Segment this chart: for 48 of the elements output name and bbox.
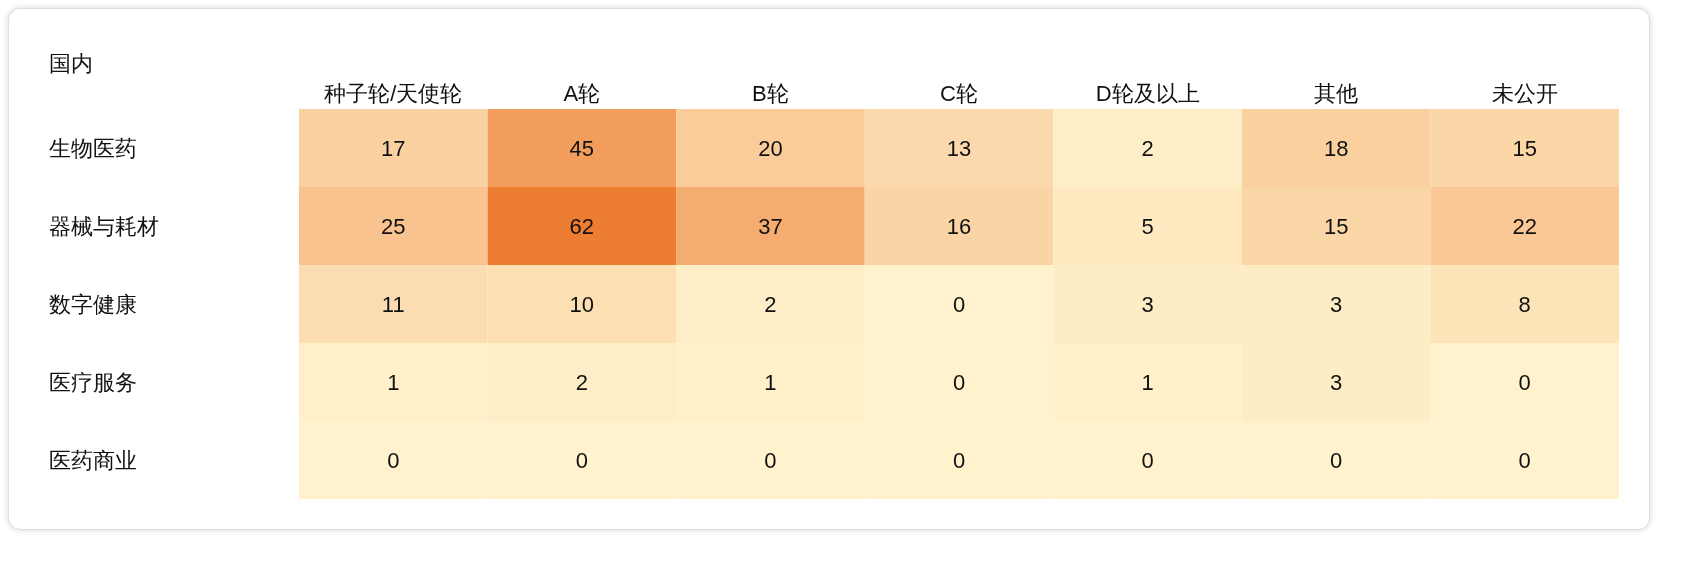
data-label: 15 [1323,213,1349,239]
data-label: 0 [1330,447,1343,473]
data-label: 20 [758,135,783,161]
data-label: 1 [764,369,777,395]
x-tick-label: 其他 [1314,81,1359,106]
data-label: 2 [1141,135,1154,161]
data-label: 8 [1518,291,1531,317]
y-tick-label: 医药商业 [49,447,137,473]
data-label: 0 [387,447,400,473]
data-label: 0 [1518,369,1531,395]
data-label: 45 [569,135,595,161]
y-tick-label: 生物医药 [49,135,137,161]
text: 国内 [49,50,93,78]
data-label: 0 [1518,447,1531,473]
x-tick-label: 未公开 [1491,81,1558,106]
x-tick-label: C轮 [940,81,978,106]
data-label: 0 [952,291,966,317]
data-label: 62 [569,213,595,239]
y-tick-label: 医疗服务 [49,369,137,395]
data-label: 0 [764,447,777,473]
data-label: 1 [387,369,400,395]
data-label: 11 [381,291,405,317]
data-label: 15 [1512,135,1537,161]
data-label: 3 [1330,291,1343,317]
y-tick-label: 器械与耗材 [49,213,159,239]
data-label: 18 [1323,135,1349,161]
x-tick-label: 种子轮/天使轮 [324,81,463,106]
data-label: 0 [952,447,966,473]
data-label: 10 [569,291,595,317]
data-label: 0 [1141,447,1154,473]
data-label: 37 [758,213,783,239]
data-label: 13 [946,135,972,161]
data-label: 5 [1141,213,1154,239]
data-label: 2 [764,291,777,317]
data-label: 0 [575,447,588,473]
data-label: 16 [946,213,972,239]
data-label: 3 [1330,369,1343,395]
x-tick-label: A轮 [563,81,601,106]
data-label: 0 [952,369,966,395]
y-tick-label: 数字健康 [49,291,137,317]
data-label: 25 [381,213,406,239]
data-label: 17 [381,135,406,161]
data-label: 2 [575,369,588,395]
data-label: 3 [1141,291,1154,317]
data-label: 1 [1141,369,1154,395]
x-tick-label: B轮 [752,81,789,106]
x-tick-label: D轮及以上 [1095,81,1200,106]
data-label: 22 [1512,213,1537,239]
